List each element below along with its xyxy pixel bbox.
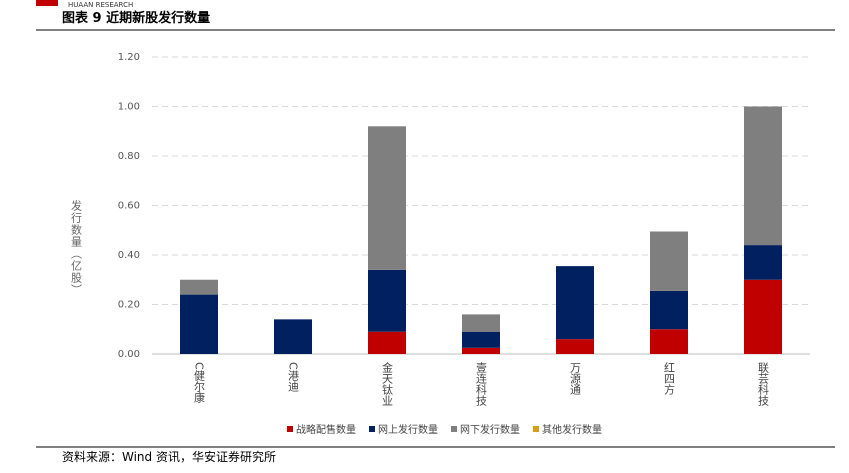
bar-segment: [556, 339, 594, 354]
y-tick-label: 0.60: [118, 201, 140, 212]
legend-label: 网下发行数量: [460, 423, 520, 436]
bar-segment: [556, 266, 594, 340]
y-tick-label: 0.80: [118, 151, 140, 162]
source: 资料来源：Wind 资讯，华安证券研究所: [62, 449, 276, 464]
bar-segment: [368, 331, 406, 354]
bar-segment: [180, 294, 218, 354]
x-tick-label: 联芸科技: [757, 362, 770, 407]
legend-swatch: [451, 426, 457, 432]
logo: [36, 0, 58, 6]
legend-label: 其他发行数量: [542, 423, 602, 436]
bar-segment: [180, 279, 218, 295]
bar-segment: [744, 245, 782, 280]
brand: HUAAN RESEARCH: [68, 1, 133, 9]
bar-segment: [650, 231, 688, 291]
bar-segment: [274, 319, 312, 354]
y-axis-label: 发行数量（亿股）: [70, 199, 83, 296]
bar-segment: [462, 314, 500, 332]
legend-swatch: [287, 426, 293, 432]
bar-segment: [368, 269, 406, 332]
x-tick-label: C健尔康: [193, 362, 206, 403]
y-tick-label: 0.20: [118, 300, 140, 311]
bar-segment: [368, 126, 406, 270]
x-tick-label: 金天钛业: [381, 361, 394, 406]
bar-segment: [650, 290, 688, 330]
bar-segment: [462, 331, 500, 348]
x-tick-label: 红四方: [663, 362, 676, 395]
x-tick-label: 壹连科技: [475, 362, 488, 407]
chart-title: 图表 9 近期新股发行数量: [62, 10, 210, 26]
y-tick-label: 0.00: [118, 349, 140, 360]
y-tick-label: 1.20: [118, 52, 140, 63]
bar-segment: [744, 279, 782, 354]
legend-swatch: [369, 426, 375, 432]
x-tick-label: C港迪: [287, 362, 300, 392]
y-tick-label: 0.40: [118, 250, 140, 261]
bar-segment: [462, 347, 500, 354]
x-tick-label: 万源通: [569, 362, 582, 395]
y-tick-label: 1.00: [118, 102, 140, 113]
legend-label: 网上发行数量: [378, 423, 438, 436]
bar-segment: [650, 329, 688, 354]
bar-segment: [744, 106, 782, 246]
legend-label: 战略配售数量: [296, 423, 356, 436]
legend-swatch: [533, 426, 539, 432]
